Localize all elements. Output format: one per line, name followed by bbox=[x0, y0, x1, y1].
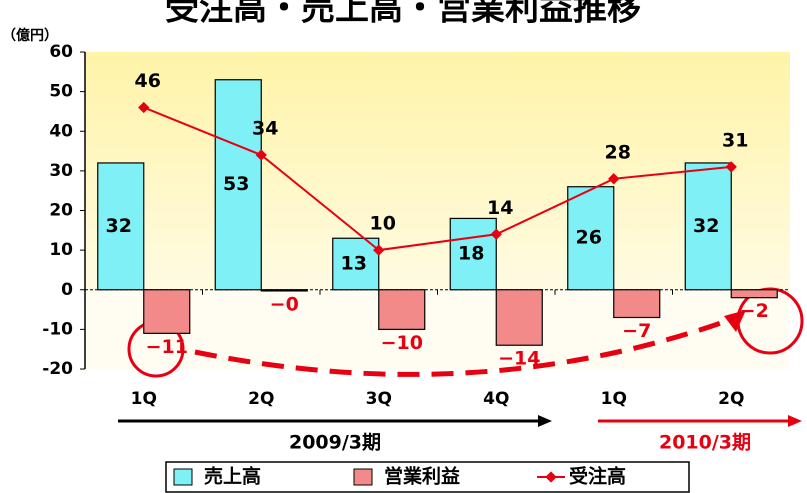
line bbox=[143, 106, 732, 252]
y-tick-label: 20 bbox=[49, 201, 73, 221]
value-label: −14 bbox=[498, 348, 540, 370]
value-label: −11 bbox=[146, 336, 188, 358]
value-label: 26 bbox=[576, 227, 602, 249]
legend-swatch bbox=[173, 468, 193, 486]
x-tick-label: 4Q bbox=[483, 389, 509, 409]
y-tick-label: 0 bbox=[61, 280, 73, 300]
y-tick-label: 50 bbox=[49, 82, 73, 102]
x-tick-label: 1Q bbox=[131, 389, 157, 409]
y-tick-label: -20 bbox=[42, 359, 73, 379]
marker bbox=[490, 228, 502, 240]
value-label: 32 bbox=[106, 215, 132, 237]
value-label: 13 bbox=[341, 252, 367, 274]
plot-bg bbox=[85, 290, 790, 369]
bar bbox=[332, 237, 380, 291]
x-tick-label: 2Q bbox=[718, 389, 744, 409]
value-label: 10 bbox=[370, 213, 396, 235]
plot-bg bbox=[85, 52, 790, 290]
period-label: 2010/3期 bbox=[659, 432, 751, 454]
marker bbox=[255, 149, 267, 161]
arrow-head bbox=[724, 310, 746, 332]
bar bbox=[214, 79, 262, 291]
y-tick-label: 40 bbox=[49, 121, 73, 141]
period-label: 2009/3期 bbox=[289, 432, 381, 454]
marker bbox=[608, 173, 620, 185]
marker bbox=[373, 244, 385, 256]
bar bbox=[97, 162, 145, 291]
bar bbox=[730, 289, 778, 299]
bar bbox=[143, 289, 191, 334]
legend-label: 売上高 bbox=[204, 465, 261, 488]
x-tick-label: 2Q bbox=[248, 389, 274, 409]
y-tick-label: 10 bbox=[49, 240, 73, 260]
x-tick-label: 3Q bbox=[366, 389, 392, 409]
x-tick-label: 1Q bbox=[601, 389, 627, 409]
y-tick-label: 60 bbox=[49, 42, 73, 62]
value-label: 18 bbox=[458, 243, 484, 265]
arrow-head bbox=[788, 415, 802, 427]
y-tick-label: -10 bbox=[42, 319, 73, 339]
value-label: 46 bbox=[135, 70, 161, 92]
trend-arrow bbox=[194, 315, 736, 377]
legend-label: 営業利益 bbox=[384, 465, 460, 488]
bar bbox=[684, 162, 732, 291]
bar bbox=[260, 289, 308, 292]
chart-title: 受注高・売上高・営業利益推移 bbox=[165, 0, 641, 29]
marker bbox=[725, 161, 737, 173]
value-label: −7 bbox=[622, 320, 651, 342]
legend-swatch bbox=[353, 468, 373, 486]
value-label: 31 bbox=[722, 129, 748, 151]
y-tick-label: 30 bbox=[49, 161, 73, 181]
bar bbox=[567, 186, 615, 291]
value-label: −10 bbox=[381, 332, 423, 354]
bar bbox=[449, 217, 497, 291]
value-label: 34 bbox=[252, 118, 278, 140]
legend-label: 受注高 bbox=[569, 465, 626, 488]
value-label: −2 bbox=[740, 300, 769, 322]
bar bbox=[378, 289, 426, 330]
legend bbox=[165, 461, 690, 493]
arrow-head bbox=[538, 415, 552, 427]
value-label: 14 bbox=[487, 197, 513, 219]
value-label: 32 bbox=[693, 215, 719, 237]
y-label: （億円） bbox=[2, 27, 58, 44]
bar bbox=[613, 289, 661, 319]
value-label: −0 bbox=[270, 293, 299, 315]
bar bbox=[495, 289, 543, 346]
value-label: 28 bbox=[605, 141, 631, 163]
value-label: 53 bbox=[223, 173, 249, 195]
legend-swatch bbox=[545, 471, 557, 483]
